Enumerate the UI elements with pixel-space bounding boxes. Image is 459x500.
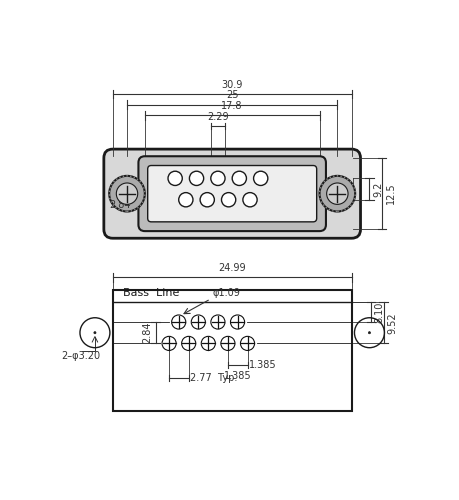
Circle shape: [94, 332, 96, 334]
Circle shape: [116, 183, 137, 204]
Text: 1.385: 1.385: [249, 360, 276, 370]
Text: Bass  Line: Bass Line: [123, 288, 179, 298]
Text: 2.84: 2.84: [109, 200, 130, 210]
Circle shape: [221, 192, 235, 207]
Text: 2.77  Typ.: 2.77 Typ.: [190, 373, 237, 383]
Circle shape: [319, 176, 354, 212]
Text: 17.8: 17.8: [221, 101, 242, 111]
Circle shape: [242, 192, 257, 207]
Text: 25: 25: [225, 90, 238, 101]
Circle shape: [253, 171, 267, 186]
Bar: [112, 290, 351, 411]
Text: 30.9: 30.9: [221, 80, 242, 90]
Text: 2.29: 2.29: [207, 112, 228, 122]
Circle shape: [109, 176, 145, 212]
Circle shape: [168, 171, 182, 186]
Text: 2.84: 2.84: [142, 322, 151, 344]
FancyBboxPatch shape: [138, 156, 325, 231]
Circle shape: [326, 183, 347, 204]
Text: 9.2: 9.2: [372, 182, 382, 196]
Text: 1.385: 1.385: [224, 371, 251, 381]
Text: 24.99: 24.99: [218, 263, 246, 273]
Circle shape: [368, 332, 369, 334]
Text: 8.10: 8.10: [374, 302, 384, 323]
FancyBboxPatch shape: [104, 149, 360, 238]
Circle shape: [200, 192, 214, 207]
Text: 9.52: 9.52: [386, 312, 397, 334]
Circle shape: [189, 171, 203, 186]
Text: φ1.09: φ1.09: [212, 288, 240, 298]
Circle shape: [210, 171, 224, 186]
FancyBboxPatch shape: [147, 166, 316, 222]
Circle shape: [232, 171, 246, 186]
Text: 12.5: 12.5: [385, 183, 395, 204]
Circle shape: [178, 192, 193, 207]
Text: 2–φ3.20: 2–φ3.20: [61, 351, 100, 361]
